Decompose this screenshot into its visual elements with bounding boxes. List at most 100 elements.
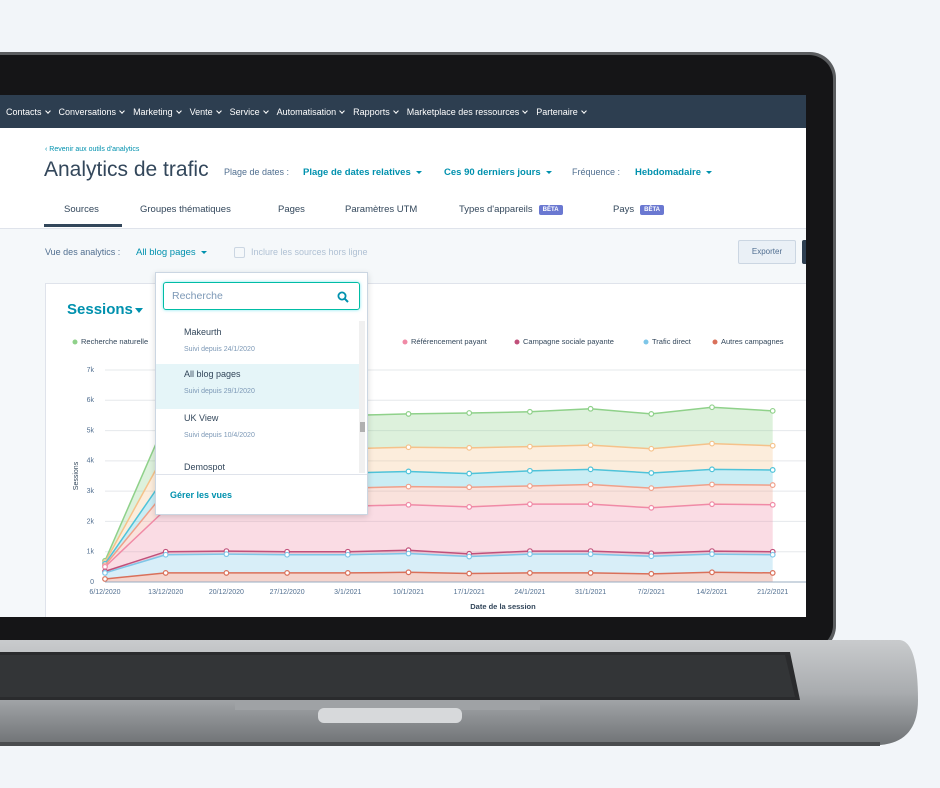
- point: [648, 470, 655, 476]
- point: [162, 570, 169, 576]
- nav-item[interactable]: Conversations: [59, 107, 125, 117]
- nav-item[interactable]: Automatisation: [277, 107, 345, 117]
- tab[interactable]: Pages: [278, 204, 305, 215]
- legend-label: Recherche naturelle: [81, 337, 148, 346]
- x-tick-label: 14/2/2021: [696, 589, 727, 596]
- export-button[interactable]: Exporter: [738, 240, 796, 264]
- point: [405, 501, 412, 508]
- header: Revenir aux outils d'analytics Analytics…: [0, 128, 806, 229]
- series-line: [104, 571, 773, 580]
- point: [466, 570, 473, 577]
- y-tick-label: 2k: [87, 518, 95, 525]
- nav-item[interactable]: Service: [230, 107, 268, 117]
- point: [102, 570, 108, 576]
- point: [648, 485, 655, 492]
- point: [769, 570, 776, 576]
- beta-badge: BÊTA: [640, 205, 665, 215]
- period[interactable]: Ces 90 derniers jours: [444, 167, 552, 178]
- point: [709, 569, 715, 576]
- point: [162, 551, 169, 558]
- point: [466, 410, 473, 416]
- point: [769, 407, 776, 414]
- legend-swatch: [643, 339, 649, 345]
- tab[interactable]: Paramètres UTM: [345, 204, 417, 215]
- point: [709, 501, 715, 508]
- view-name[interactable]: All blog pages: [184, 369, 241, 379]
- legend-swatch: [402, 339, 408, 345]
- chart-title: Sessions: [67, 301, 133, 318]
- view-name[interactable]: UK View: [184, 413, 219, 423]
- view-since: Suivi depuis 29/1/2020: [184, 388, 255, 395]
- point: [709, 551, 715, 558]
- point: [466, 444, 473, 451]
- view-value[interactable]: All blog pages: [136, 247, 207, 258]
- tab[interactable]: Types d'appareils BÊTA: [459, 204, 563, 215]
- tab[interactable]: Sources: [64, 204, 99, 215]
- x-tick-label: 21/2/2021: [757, 589, 788, 596]
- frequency-label: Fréquence :: [572, 167, 621, 177]
- y-tick-label: 3k: [87, 488, 95, 495]
- point: [587, 481, 594, 488]
- tab-label: Paramètres UTM: [345, 204, 418, 215]
- point: [102, 576, 108, 582]
- point: [587, 466, 594, 473]
- scroll-thumb[interactable]: [360, 422, 365, 432]
- nav-item[interactable]: Rapports: [353, 107, 398, 117]
- x-tick-label: 10/1/2021: [393, 589, 424, 596]
- nav-item[interactable]: Marketing: [133, 107, 181, 117]
- x-tick-label: 17/1/2021: [454, 589, 485, 596]
- nav-item[interactable]: Vente: [190, 107, 221, 117]
- chart: Sessions Sessions Date de la session 0 1k 2k 3…: [67, 301, 806, 611]
- point: [709, 440, 715, 447]
- date-range-value[interactable]: Plage de dates relatives: [303, 167, 422, 178]
- x-axis-label: Date de la session: [470, 602, 536, 611]
- y-tick-label: 1k: [87, 549, 95, 556]
- nav-item[interactable]: Partenaire: [536, 107, 586, 117]
- point: [648, 553, 655, 560]
- nav-item[interactable]: Marketplace des ressources: [407, 107, 528, 117]
- view-name[interactable]: Demospot: [184, 462, 226, 472]
- series-line: [104, 552, 773, 574]
- tab-label: Types d'appareils: [459, 204, 533, 215]
- x-tick-label: 31/1/2021: [575, 589, 606, 596]
- legend-swatch: [514, 339, 520, 345]
- checkbox[interactable]: [234, 247, 245, 258]
- tab-label: Sources: [64, 204, 99, 215]
- point: [648, 570, 655, 577]
- legend-label: Autres campagnes: [721, 337, 784, 346]
- point: [527, 467, 533, 474]
- point: [587, 501, 594, 508]
- x-tick-label: 7/2/2021: [638, 589, 665, 596]
- point: [769, 482, 776, 488]
- y-tick-label: 5k: [87, 427, 95, 434]
- point: [769, 442, 776, 449]
- area: [105, 504, 773, 572]
- search-input[interactable]: Recherche: [163, 282, 360, 310]
- point: [587, 551, 594, 558]
- y-tick-label: 7k: [87, 367, 95, 374]
- nav-item[interactable]: Contacts: [6, 107, 50, 117]
- point: [769, 467, 776, 473]
- back-link[interactable]: Revenir aux outils d'analytics: [45, 146, 139, 153]
- frequency-value[interactable]: Hebdomadaire: [635, 167, 712, 178]
- date-range-label: Plage de dates :: [224, 167, 290, 177]
- action-button[interactable]: [802, 240, 806, 264]
- x-tick-label: 24/1/2021: [514, 589, 545, 596]
- legend-label: Campagne sociale payante: [523, 337, 614, 346]
- point: [223, 570, 230, 576]
- tab[interactable]: Pays BÊTA: [613, 204, 665, 215]
- view-name[interactable]: Makeurth: [184, 327, 222, 337]
- point: [466, 470, 473, 477]
- manage-views-link[interactable]: Gérer les vues: [170, 490, 233, 500]
- point: [405, 468, 412, 475]
- point: [709, 466, 715, 473]
- tab[interactable]: Groupes thématiques: [140, 204, 231, 215]
- legend-label: Référencement payant: [411, 337, 488, 346]
- x-tick-label: 3/1/2021: [334, 589, 361, 596]
- point: [527, 551, 533, 558]
- legend-swatch: [72, 339, 78, 345]
- screen: Contacts Conversations Marketing Vente Servi…: [0, 95, 806, 617]
- point: [587, 442, 594, 449]
- point: [587, 405, 594, 412]
- point: [527, 501, 533, 508]
